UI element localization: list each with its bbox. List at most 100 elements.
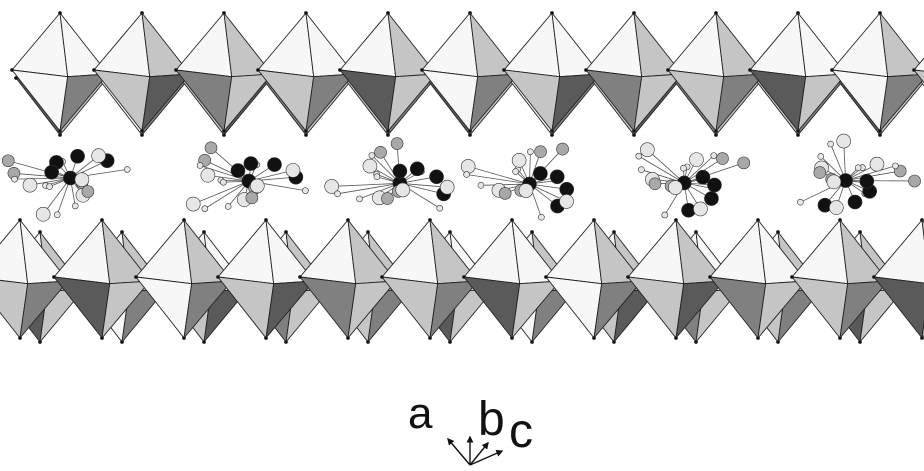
vertex-atom — [878, 11, 882, 15]
octahedron-face — [469, 73, 519, 132]
bond — [845, 165, 896, 181]
atom — [74, 172, 90, 187]
vertex-atom — [510, 336, 514, 340]
atom — [527, 148, 534, 156]
atom — [35, 206, 51, 222]
vertex-atom — [920, 218, 924, 222]
octahedron-face — [749, 12, 807, 78]
octahedron-face — [299, 219, 357, 285]
vertex-atom — [346, 218, 350, 222]
octahedron-face — [879, 73, 924, 132]
octahedron — [92, 11, 192, 133]
octahedron-face — [305, 73, 355, 132]
bond — [42, 177, 71, 215]
octahedron-face — [585, 69, 643, 132]
vertex-atom — [58, 129, 62, 133]
octahedron-face — [627, 219, 685, 285]
octahedron-face — [217, 219, 275, 285]
atom — [836, 133, 852, 149]
vertex-atom — [878, 133, 882, 137]
octahedron — [420, 11, 520, 133]
bond — [193, 180, 250, 205]
vertex-atom — [632, 133, 636, 137]
octahedron-face — [53, 219, 111, 285]
atom — [797, 198, 804, 206]
bond — [845, 170, 901, 181]
atom — [395, 182, 411, 198]
vertex-atom — [714, 133, 718, 137]
atom — [390, 137, 404, 150]
axis-c-arrow — [469, 441, 489, 466]
octahedron-face — [709, 219, 767, 285]
octahedron-face — [421, 12, 479, 78]
atom — [460, 159, 476, 174]
octahedron-face — [11, 12, 69, 78]
octahedron-face — [511, 280, 561, 339]
octahedron-face — [839, 280, 889, 339]
octahedron-face — [551, 73, 601, 132]
atom — [859, 173, 875, 189]
vertex-atom — [284, 230, 288, 234]
atom — [334, 190, 341, 198]
vertex-atom — [830, 68, 834, 72]
octahedron-face — [545, 219, 603, 285]
vertex-atom — [714, 129, 718, 133]
vertex-atom — [756, 218, 760, 222]
vertex-atom — [140, 133, 144, 137]
vertex-atom — [694, 340, 698, 344]
atom — [826, 174, 842, 190]
bond — [466, 174, 530, 185]
octahedron-face — [11, 69, 69, 132]
octahedron — [626, 218, 726, 340]
vertex-atom — [632, 129, 636, 133]
vertex-atom — [592, 336, 596, 340]
octahedron-face — [223, 73, 273, 132]
octahedron-face — [593, 280, 643, 339]
octahedron-face — [797, 73, 847, 132]
octahedron-face — [429, 280, 479, 339]
atom — [827, 140, 834, 148]
atom — [302, 187, 309, 194]
atom — [511, 153, 527, 168]
atom — [392, 163, 408, 179]
atom — [22, 177, 38, 193]
interlayer-organic-molecules — [1, 133, 921, 222]
vertex-atom — [550, 11, 554, 15]
vertex-atom — [256, 68, 260, 72]
atom — [81, 185, 95, 198]
atom — [716, 152, 729, 165]
octahedron-face — [831, 12, 889, 78]
vertex-atom — [796, 129, 800, 133]
octahedron-face — [715, 73, 765, 132]
vertex-atom — [100, 336, 104, 340]
octahedron — [912, 57, 924, 84]
vertex-atom — [222, 129, 226, 133]
octahedron — [174, 11, 274, 133]
atom — [695, 169, 711, 185]
vertex-atom — [530, 340, 534, 344]
octahedron — [544, 218, 644, 340]
organic-molecule-cluster — [1, 148, 131, 222]
vertex-atom — [428, 336, 432, 340]
vertex-atom — [304, 129, 308, 133]
atom — [373, 173, 381, 181]
octahedron-face — [633, 73, 683, 132]
octahedron-face — [381, 219, 439, 285]
atom — [230, 163, 246, 178]
atom — [668, 180, 683, 195]
atom — [549, 169, 565, 185]
octahedron — [462, 218, 562, 340]
vertex-atom — [666, 68, 670, 72]
atom — [374, 146, 387, 159]
axis-orientation-icon — [447, 435, 504, 466]
octahedron — [216, 218, 316, 340]
octahedron — [502, 11, 602, 133]
vertex-atom — [92, 68, 96, 72]
atom — [533, 166, 548, 181]
octahedron-face — [913, 57, 924, 72]
octahedron — [872, 218, 924, 340]
atom — [737, 156, 751, 170]
vertex-atom — [120, 340, 124, 344]
organic-molecule-cluster — [635, 142, 751, 219]
